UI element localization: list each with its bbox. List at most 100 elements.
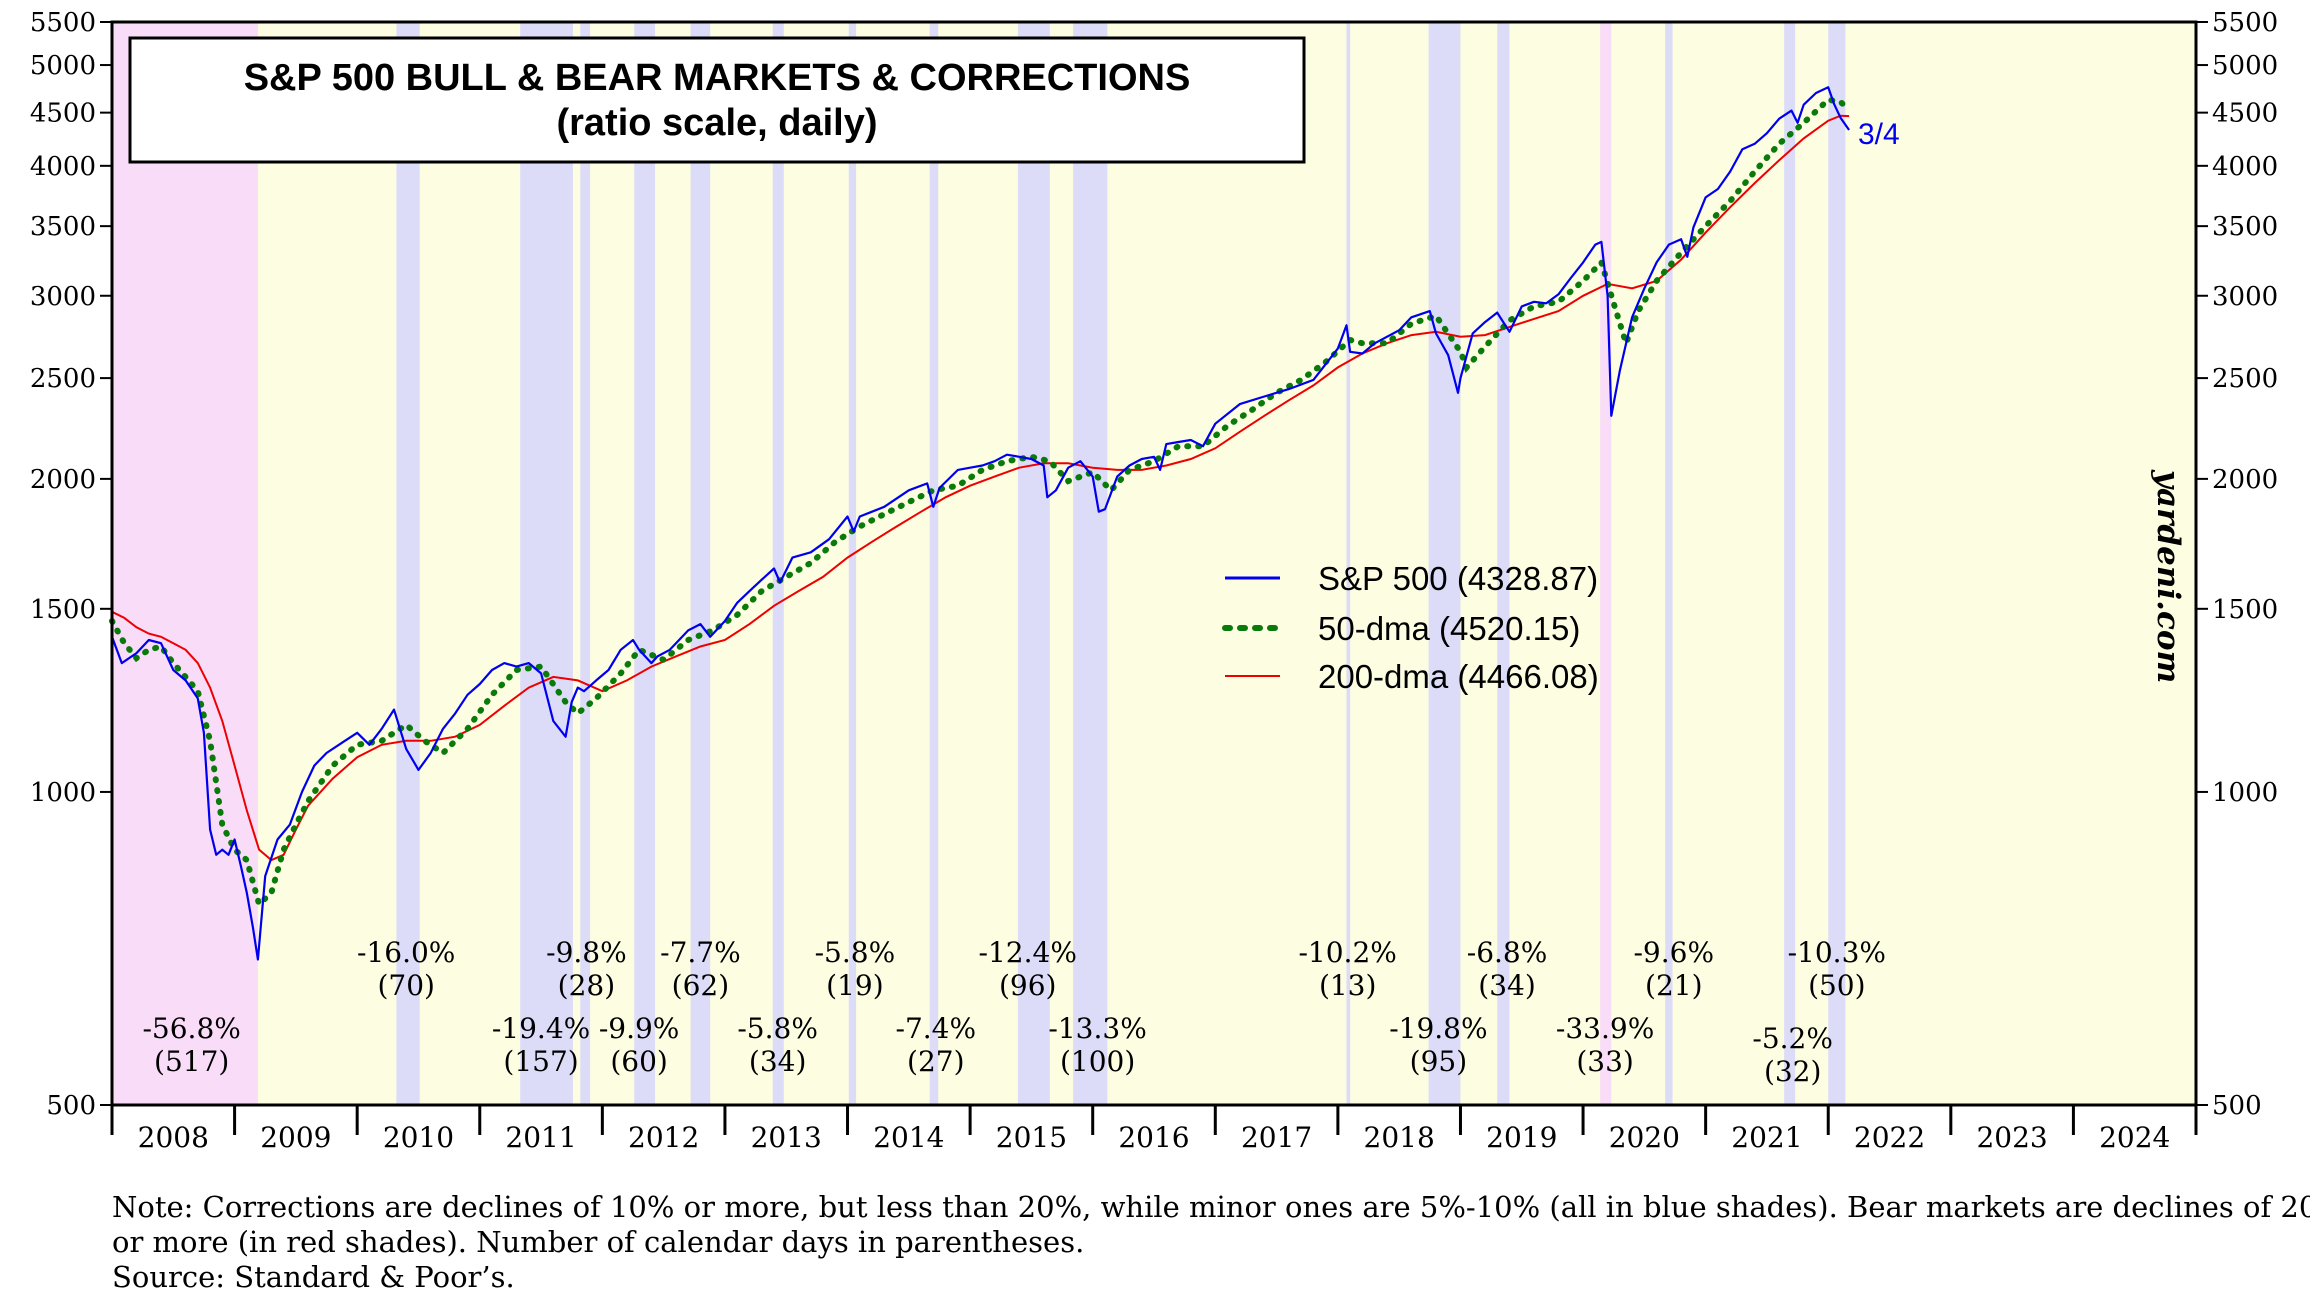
legend-label-50dma: 50-dma (4520.15)	[1318, 610, 1580, 647]
correction-band-9	[1017, 22, 1050, 1105]
annotation-pct-1: -16.0%	[357, 936, 455, 969]
y-tick-label-right-5000: 5000	[2212, 51, 2278, 81]
x-tick-label-2023: 2023	[1976, 1121, 2047, 1154]
shading-layer	[112, 22, 2196, 1105]
annotation-days-10: (100)	[1060, 1045, 1135, 1078]
title-box-frame	[128, 36, 1306, 164]
series-50-dma-line	[109, 96, 1853, 910]
x-tick-label-2011: 2011	[505, 1121, 576, 1154]
series-s-p-500-line	[110, 86, 1851, 961]
x-tick-label-2010: 2010	[383, 1121, 454, 1154]
y-tick-label-left-1500: 1500	[30, 595, 96, 625]
annotation-days-5: (62)	[672, 969, 729, 1002]
correction-band-11	[1346, 22, 1351, 1105]
annotation-layer: -56.8%(517) -16.0%(70) -19.4%(157) -9.8%(28…	[142, 936, 1886, 1088]
y-tick-label-left-4000: 4000	[30, 152, 96, 182]
annotation-days-4: (60)	[610, 1045, 667, 1078]
correction-band-1	[396, 22, 420, 1105]
annotation-pct-0: -56.8%	[142, 1012, 240, 1045]
correction-band-5	[690, 22, 711, 1105]
y-tick-label-left-2500: 2500	[30, 364, 96, 394]
annotation-days-8: (27)	[907, 1045, 964, 1078]
correction-band-10	[1073, 22, 1108, 1105]
x-tick-label-2008: 2008	[138, 1121, 209, 1154]
correction-band-7	[848, 22, 857, 1105]
correction-band-4	[634, 22, 656, 1105]
correction-band-8	[929, 22, 939, 1105]
correction-band-2	[520, 22, 573, 1105]
y-tick-label-right-1000: 1000	[2212, 778, 2278, 808]
correction-band-16	[1784, 22, 1796, 1105]
correction-band-17	[1828, 22, 1846, 1105]
y-tick-label-right-4000: 4000	[2212, 152, 2278, 182]
y-axis-left: 500 1000 1500 2000 2500 3000 3500 4000 4500 5000 5…	[30, 8, 112, 1121]
source-line: Source: Standard & Poor’s.	[112, 1260, 515, 1294]
x-tick-label-2015: 2015	[996, 1121, 1067, 1154]
annotation-pct-13: -6.8%	[1467, 936, 1548, 969]
chart-title: S&P 500 BULL & BEAR MARKETS & CORRECTION…	[244, 57, 1191, 99]
title-box: S&P 500 BULL & BEAR MARKETS & CORRECTION…	[128, 36, 1306, 164]
x-tick-label-2018: 2018	[1364, 1121, 1435, 1154]
annotation-pct-9: -12.4%	[979, 936, 1077, 969]
annotation-days-7: (19)	[826, 969, 883, 1002]
x-tick-label-2014: 2014	[873, 1121, 944, 1154]
y-tick-label-left-1000: 1000	[30, 778, 96, 808]
x-tick-label-2017: 2017	[1241, 1121, 1312, 1154]
annotation-days-9: (96)	[999, 969, 1056, 1002]
y-tick-label-right-2000: 2000	[2212, 465, 2278, 495]
annotation-days-11: (13)	[1319, 969, 1376, 1002]
annotation-days-13: (34)	[1478, 969, 1535, 1002]
y-tick-label-left-2000: 2000	[30, 465, 96, 495]
annotation-pct-15: -9.6%	[1633, 936, 1714, 969]
annotation-pct-17: -10.3%	[1788, 936, 1886, 969]
x-tick-label-2022: 2022	[1854, 1121, 1925, 1154]
annotation-pct-4: -9.9%	[599, 1012, 680, 1045]
annotation-days-1: (70)	[377, 969, 434, 1002]
annotation-days-6: (34)	[749, 1045, 806, 1078]
y-tick-label-left-3000: 3000	[30, 282, 96, 312]
end-date-label: 3/4	[1858, 118, 1900, 151]
annotation-days-15: (21)	[1645, 969, 1702, 1002]
annotation-days-16: (32)	[1764, 1055, 1821, 1088]
x-tick-label-2021: 2021	[1731, 1121, 1802, 1154]
annotation-days-14: (33)	[1576, 1045, 1633, 1078]
watermark: yardeni.com	[2150, 469, 2186, 683]
y-tick-label-right-4500: 4500	[2212, 99, 2278, 129]
y-tick-label-right-5500: 5500	[2212, 8, 2278, 38]
annotation-pct-6: -5.8%	[737, 1012, 818, 1045]
correction-band-13	[1497, 22, 1510, 1105]
y-tick-label-right-500: 500	[2212, 1091, 2262, 1121]
footnote: Note: Corrections are declines of 10% or…	[112, 1190, 2310, 1295]
legend-label-sp500: S&P 500 (4328.87)	[1318, 560, 1598, 597]
y-axis-right: 500 1000 1500 2000 2500 3000 3500 4000 4500 5000 5…	[2196, 8, 2278, 1121]
annotation-pct-3: -9.8%	[546, 936, 627, 969]
footnote-line-1: Note: Corrections are declines of 10% or…	[112, 1190, 2310, 1224]
correction-band-3	[580, 22, 591, 1105]
correction-band-6	[772, 22, 784, 1105]
x-tick-label-2024: 2024	[2099, 1121, 2170, 1154]
annotation-pct-8: -7.4%	[895, 1012, 976, 1045]
correction-band-12	[1428, 22, 1461, 1105]
x-axis: 2008 2009 2010 2011 2012 2013 2014 2015 2016 2017…	[110, 1105, 2198, 1154]
y-tick-label-left-5500: 5500	[30, 8, 96, 38]
series-layer	[109, 86, 1853, 961]
x-tick-label-2020: 2020	[1609, 1121, 1680, 1154]
y-tick-label-right-3000: 3000	[2212, 282, 2278, 312]
x-tick-label-2009: 2009	[260, 1121, 331, 1154]
plot-frame	[110, 20, 2198, 1107]
annotation-days-0: (517)	[154, 1045, 229, 1078]
annotation-pct-10: -13.3%	[1048, 1012, 1146, 1045]
annotation-days-17: (50)	[1808, 969, 1865, 1002]
annotation-pct-11: -10.2%	[1298, 936, 1396, 969]
annotation-days-3: (28)	[558, 969, 615, 1002]
y-tick-label-right-2500: 2500	[2212, 364, 2278, 394]
annotation-pct-14: -33.9%	[1556, 1012, 1654, 1045]
x-tick-label-2019: 2019	[1486, 1121, 1557, 1154]
bear-market-band-0	[112, 22, 258, 1105]
annotation-pct-16: -5.2%	[1752, 1022, 1833, 1055]
annotation-pct-12: -19.8%	[1389, 1012, 1487, 1045]
annotation-pct-2: -19.4%	[492, 1012, 590, 1045]
footnote-line-2: or more (in red shades). Number of calen…	[112, 1225, 1085, 1259]
y-tick-label-left-4500: 4500	[30, 99, 96, 129]
